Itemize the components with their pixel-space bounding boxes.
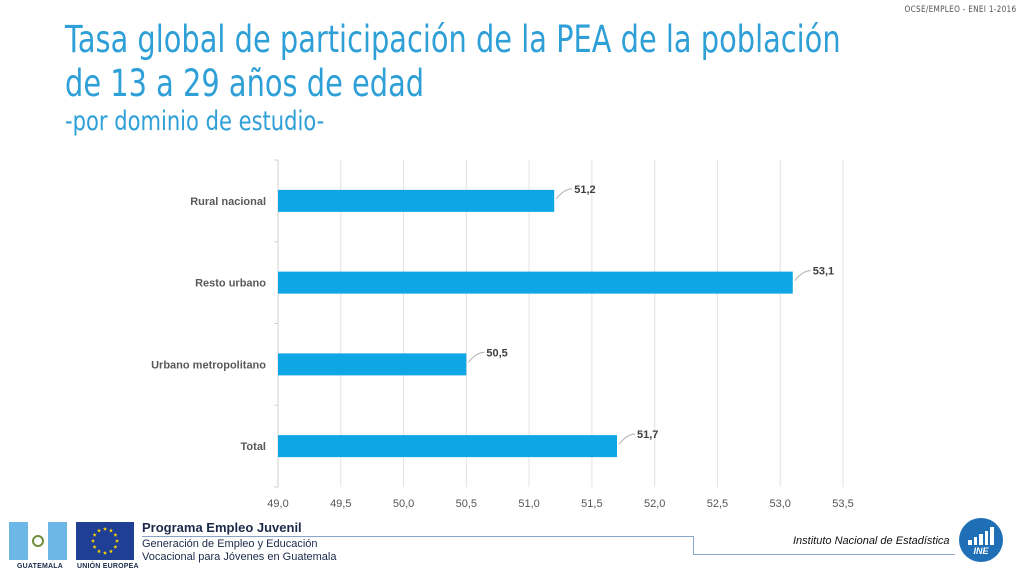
guatemala-emblem-icon (31, 535, 44, 547)
x-tick-label: 51,0 (518, 498, 539, 510)
eu-star-icon (92, 544, 97, 549)
eu-star-icon (90, 538, 96, 543)
eu-star-icon (113, 544, 118, 549)
bar (278, 189, 555, 212)
x-tick-label: 53,0 (770, 498, 791, 510)
category-label: Resto urbano (195, 278, 266, 290)
bar (278, 353, 467, 376)
eu-star-icon (102, 526, 108, 531)
institute-name: Instituto Nacional de Estadística (793, 535, 950, 547)
x-tick-label: 51,5 (581, 498, 602, 510)
value-label: 53,1 (813, 266, 834, 278)
eu-star-icon (92, 532, 97, 537)
footer-divider (142, 536, 694, 537)
header-tag: OCSE/EMPLEO - ENEI 1-2016 (904, 5, 1016, 15)
x-tick-label: 52,5 (707, 498, 728, 510)
category-label: Rural nacional (190, 196, 266, 208)
bar-chart: 49,0 49,5 50,0 50,5 51,0 51,5 52,0 52,5 53,0 53,5… (151, 159, 854, 510)
eu-stars-icon (90, 526, 120, 555)
title-sub: -por dominio de estudio- (65, 106, 325, 137)
leader-line (555, 188, 573, 200)
guatemala-label: GUATEMALA (17, 563, 63, 570)
bar (278, 271, 793, 294)
eu-flag (76, 522, 134, 560)
title-main: Tasa global de participación de la PEA d… (65, 18, 841, 105)
leader-line (467, 351, 485, 363)
eu-star-icon (113, 532, 118, 537)
leader-line (794, 270, 811, 281)
eu-star-icon (108, 549, 114, 554)
program-title: Programa Empleo Juvenil (142, 520, 302, 535)
value-label: 50,5 (486, 347, 507, 359)
ine-logo-icon: INE (959, 518, 1003, 562)
eu-label: UNIÓN EUROPEA (77, 563, 139, 570)
x-tick-label: 50,5 (456, 498, 477, 510)
x-tick-label: 49,0 (267, 498, 288, 510)
eu-star-icon (108, 528, 114, 533)
value-label: 51,2 (574, 184, 595, 196)
program-block: Programa Empleo Juvenil Generación de Em… (142, 520, 336, 564)
value-label: 51,7 (637, 429, 658, 441)
program-line-1: Generación de Empleo y Educación (142, 538, 318, 550)
ine-logo-text: INE (973, 546, 989, 556)
footer-divider-lower (693, 554, 955, 555)
eu-star-icon (114, 538, 120, 543)
x-tick-label: 50,0 (393, 498, 414, 510)
x-tick-label: 53,5 (832, 498, 853, 510)
category-label: Urbano metropolitano (151, 359, 266, 371)
leader-line (618, 433, 636, 445)
slide-title: Tasa global de participación de la PEA d… (65, 18, 845, 138)
footer-divider-vertical (693, 536, 694, 554)
category-label: Total (241, 441, 266, 453)
program-line-2: Vocacional para Jóvenes en Guatemala (142, 551, 337, 563)
x-tick-label: 52,0 (644, 498, 665, 510)
eu-star-icon (96, 549, 102, 554)
x-tick-label: 49,5 (330, 498, 351, 510)
guatemala-flag (9, 522, 67, 560)
eu-star-icon (102, 550, 108, 555)
bar (278, 435, 617, 458)
eu-star-icon (96, 528, 102, 533)
